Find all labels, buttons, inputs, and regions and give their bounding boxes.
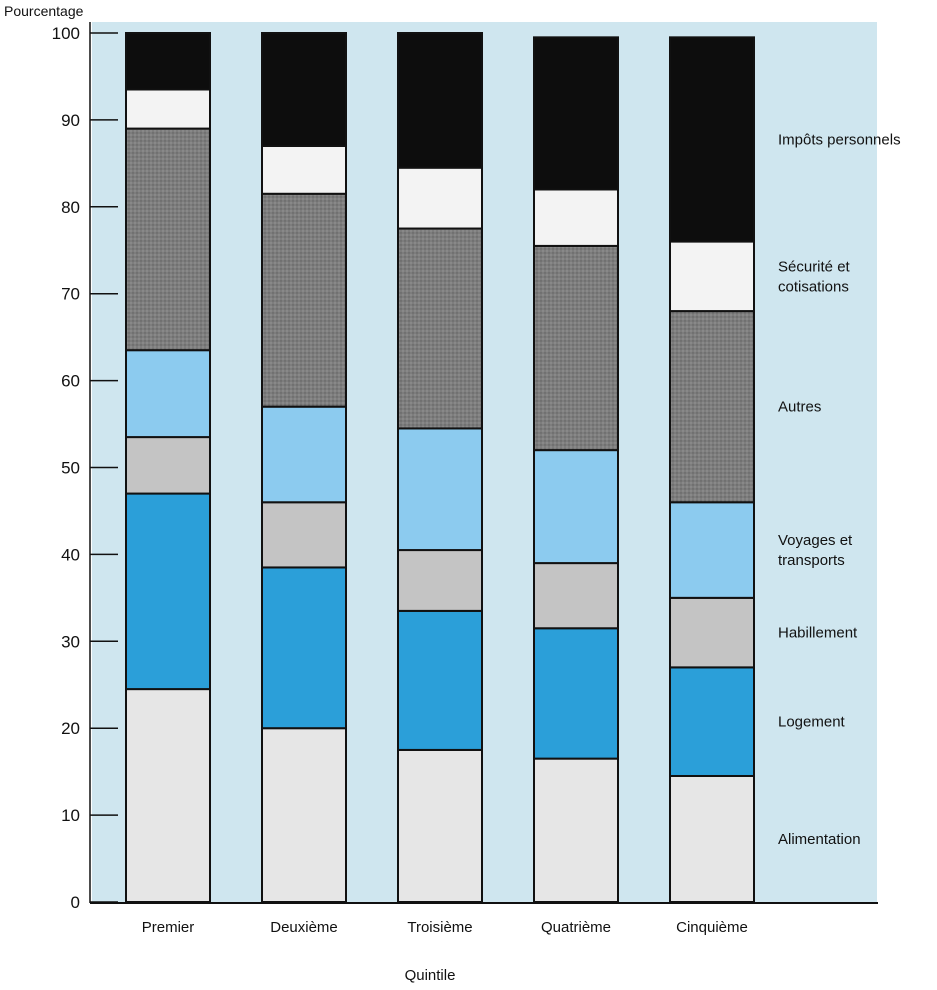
bar-segment xyxy=(125,127,211,352)
bar-segment xyxy=(533,562,619,630)
legend-label: Impôts personnels xyxy=(778,131,901,148)
legend-label: Sécurité et xyxy=(778,258,851,275)
bar-segment xyxy=(533,36,619,191)
bar-segment xyxy=(669,240,755,313)
x-category-label: Cinquième xyxy=(676,919,748,936)
x-category-label: Troisième xyxy=(407,919,472,936)
x-category-label: Deuxième xyxy=(270,919,338,936)
y-tick-label: 30 xyxy=(61,632,80,651)
bar-segment xyxy=(261,566,347,730)
bars-group xyxy=(125,32,755,904)
y-tick-label: 50 xyxy=(61,459,80,478)
y-axis-title: Pourcentage xyxy=(4,3,84,19)
bar-segment xyxy=(397,166,483,230)
bar-segment xyxy=(397,748,483,903)
y-tick-label: 60 xyxy=(61,372,80,391)
x-category-label: Premier xyxy=(142,919,195,936)
legend-label: Autres xyxy=(778,399,821,416)
bar-segment xyxy=(533,627,619,760)
bar-segment xyxy=(261,405,347,504)
bar-segment xyxy=(669,774,755,903)
bar-segment xyxy=(533,244,619,452)
y-tick-label: 90 xyxy=(61,111,80,130)
bar-segment xyxy=(397,549,483,612)
legend-label: transports xyxy=(778,552,845,569)
legend-label: cotisations xyxy=(778,278,849,295)
bar-segment xyxy=(261,501,347,569)
x-category-label: Quatrième xyxy=(541,919,611,936)
bar-segment xyxy=(261,192,347,408)
bar-segment xyxy=(669,310,755,504)
y-ticks-group: 0 10 20 30 40 50 60 70 80 90 100 xyxy=(52,24,118,912)
y-tick-label: 40 xyxy=(61,545,80,564)
bar-segment xyxy=(397,32,483,169)
legend-label: Alimentation xyxy=(778,831,861,848)
bar-segment xyxy=(397,609,483,751)
bar-segment xyxy=(261,144,347,195)
bar-segment xyxy=(533,757,619,903)
y-tick-label: 0 xyxy=(71,893,80,912)
legend-group: Alimentation Logement Habillement Voyages e… xyxy=(778,131,901,848)
y-tick-label: 20 xyxy=(61,719,80,738)
y-tick-label: 80 xyxy=(61,198,80,217)
bar-segment xyxy=(125,492,211,691)
bar-segment xyxy=(125,436,211,495)
bar-segment xyxy=(125,349,211,439)
bar-segment xyxy=(397,227,483,430)
x-labels-group: Premier Deuxième Troisième Quatrième Cinquiè… xyxy=(142,919,748,936)
y-tick-label: 70 xyxy=(61,285,80,304)
bar-segment xyxy=(533,188,619,247)
legend-label: Logement xyxy=(778,714,846,731)
legend-label: Habillement xyxy=(778,625,858,642)
y-tick-label: 100 xyxy=(52,24,80,43)
bar-segment xyxy=(125,688,211,903)
bar-segment xyxy=(125,88,211,130)
bar-segment xyxy=(669,36,755,243)
bar-segment xyxy=(261,32,347,147)
bar-segment xyxy=(669,666,755,777)
legend-label: Voyages et xyxy=(778,532,853,549)
bar-segment xyxy=(533,449,619,565)
x-axis-title: Quintile xyxy=(405,967,456,984)
bar-segment xyxy=(397,427,483,552)
bar-segment xyxy=(669,501,755,599)
bar-segment xyxy=(125,32,211,91)
bar-segment xyxy=(261,727,347,904)
bar-segment xyxy=(669,596,755,669)
y-tick-label: 10 xyxy=(61,806,80,825)
